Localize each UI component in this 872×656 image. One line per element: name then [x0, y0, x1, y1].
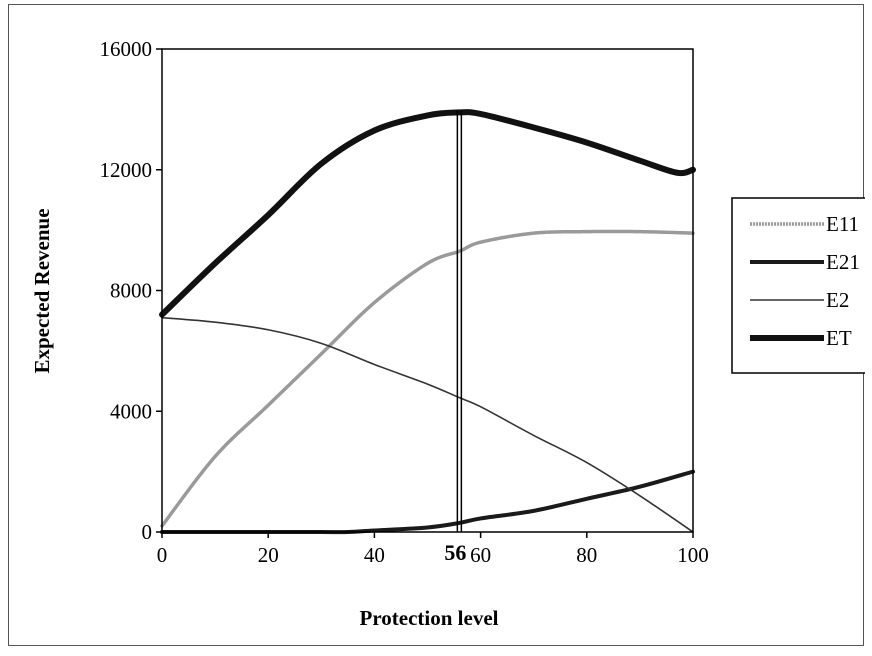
x-tick-label: 0 — [157, 543, 168, 567]
x-axis-title: Protection level — [360, 606, 499, 630]
x-tick-label: 20 — [258, 543, 279, 567]
series-line-e11 — [160, 229, 695, 528]
y-tick-label: 16000 — [100, 37, 153, 61]
series-line-et — [159, 109, 696, 318]
y-tick-label: 0 — [142, 520, 153, 544]
x-tick-label: 100 — [677, 543, 709, 567]
legend-label-e2: E2 — [826, 288, 849, 312]
line-chart: 0 4000 8000 12000 16000 0 20 40 60 80 100 E11 E21 E2… — [30, 37, 865, 630]
series-line-e21 — [160, 469, 695, 535]
y-axis-title: Expected Revenue — [30, 208, 54, 373]
x-tick-label: 80 — [576, 543, 597, 567]
plot-area — [161, 48, 694, 533]
legend-label-et: ET — [826, 326, 852, 350]
legend-label-e21: E21 — [826, 250, 860, 274]
protection-level-annotation: 56 — [444, 540, 466, 565]
y-tick-label: 12000 — [100, 158, 153, 182]
legend-label-e11: E11 — [826, 212, 859, 236]
chart-frame: 0 4000 8000 12000 16000 0 20 40 60 80 100 E11 E21 E2… — [8, 4, 865, 646]
y-tick-label: 4000 — [110, 399, 152, 423]
x-tick-label: 60 — [470, 543, 491, 567]
legend-box — [731, 197, 865, 374]
y-tick-label: 8000 — [110, 279, 152, 303]
x-tick-label: 40 — [364, 543, 385, 567]
series-line-e2 — [161, 316, 694, 533]
